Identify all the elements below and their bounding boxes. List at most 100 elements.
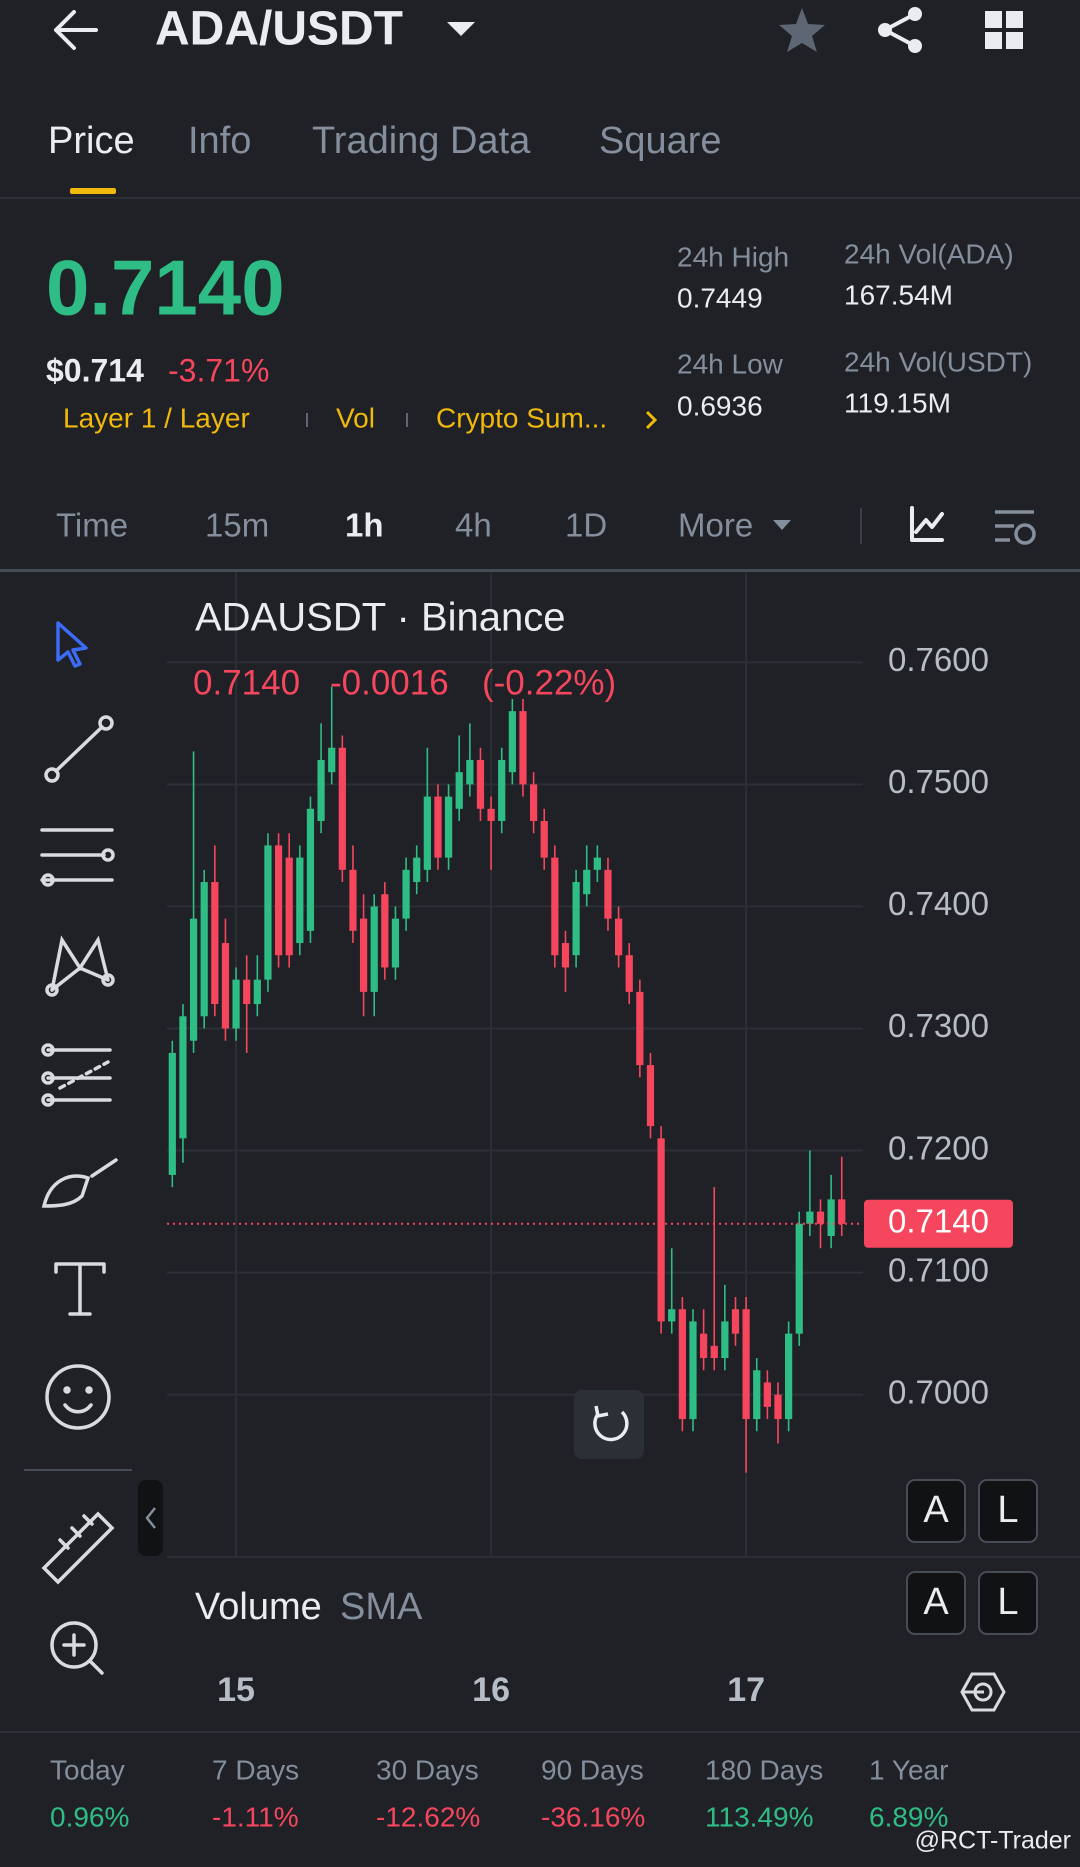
tag-separator <box>406 413 408 427</box>
candle-body <box>444 796 453 858</box>
legend-percent: (-0.22%) <box>482 663 616 702</box>
axis-button[interactable] <box>978 1571 1038 1635</box>
tags-chevron[interactable] <box>645 410 658 430</box>
candle-body <box>221 943 230 1029</box>
period-label: 7 Days <box>212 1754 299 1785</box>
toolbar-separator <box>24 1469 132 1471</box>
watermark: @RCT-Trader <box>915 1827 1071 1855</box>
stat-value: 119.15M <box>844 387 951 418</box>
tab-active[interactable]: Price <box>48 120 135 162</box>
plot-area: 0.7600 0.7500 0.7400 0.7300 0.7200 0.7100 0.70… <box>167 572 1080 1709</box>
candle-body <box>838 1199 846 1224</box>
period-change: 6.89% <box>869 1801 948 1832</box>
stat-value: 0.7449 <box>677 282 763 313</box>
divider <box>0 569 1080 572</box>
interval-more[interactable]: More <box>678 507 753 544</box>
performance-row: Today 0.96% 7 Days -1.11% 30 Days -12.62% 90 D… <box>50 1754 948 1832</box>
interval[interactable]: Time <box>56 507 128 544</box>
candle-body <box>498 759 506 821</box>
tool-pattern[interactable] <box>45 935 115 997</box>
x-tick-label: 15 <box>217 1671 255 1709</box>
stat-label: 24h Low <box>677 348 784 379</box>
more-dropdown[interactable] <box>773 520 791 530</box>
stat-label: 24h High <box>677 241 789 272</box>
candle-body <box>487 808 495 821</box>
candle-body <box>827 1199 835 1236</box>
chart-settings-icon[interactable] <box>995 510 1036 545</box>
tag-separator <box>306 413 308 427</box>
candle-body <box>179 1016 187 1139</box>
y-tick-label: 0.7300 <box>888 1007 989 1044</box>
stat-label: 24h Vol(USDT) <box>844 346 1032 377</box>
tool-text[interactable] <box>54 1262 106 1316</box>
stat-label: 24h Vol(ADA) <box>844 238 1014 269</box>
candle-body <box>168 1052 176 1175</box>
interval[interactable]: 15m <box>205 507 269 544</box>
tool-line[interactable] <box>44 715 114 783</box>
candle-body <box>264 845 272 980</box>
stat-value: 167.54M <box>844 279 953 310</box>
candle-body <box>657 1138 665 1322</box>
candle-body <box>742 1309 750 1420</box>
candle-body <box>306 808 315 931</box>
reset-button[interactable] <box>574 1390 644 1459</box>
candle-body <box>296 857 304 944</box>
tab[interactable]: Info <box>188 120 251 162</box>
tool-fib[interactable] <box>41 1043 112 1107</box>
candle-body <box>402 869 410 919</box>
indicator-icon[interactable] <box>910 506 944 542</box>
tab[interactable]: Trading Data <box>312 120 531 162</box>
tab-indicator <box>70 188 116 194</box>
back-button[interactable] <box>54 10 98 50</box>
legend-last: 0.7140 <box>193 663 300 702</box>
interval[interactable]: 4h <box>455 507 492 544</box>
axis-button[interactable] <box>906 1571 966 1635</box>
pair-title[interactable]: ADA/USDT <box>155 3 403 56</box>
candle-body <box>561 943 570 968</box>
tab[interactable]: Square <box>599 120 722 162</box>
price-change: -3.71% <box>168 352 269 388</box>
axis-button[interactable] <box>906 1479 966 1543</box>
y-tick-label: 0.7500 <box>888 763 989 800</box>
y-tick-label: 0.7400 <box>888 885 989 922</box>
tool-cursor[interactable] <box>56 621 88 668</box>
tool-hlines[interactable] <box>40 828 115 887</box>
candle-body <box>434 796 442 858</box>
x-tick-label: 17 <box>727 1671 765 1709</box>
interval[interactable]: 1D <box>565 507 607 544</box>
tag[interactable]: Layer 1 / Layer <box>63 402 250 433</box>
toolbar-collapse[interactable] <box>138 1480 163 1556</box>
candle-body <box>243 979 251 1005</box>
candle-body <box>604 869 612 919</box>
tool-zoom[interactable] <box>50 1621 104 1675</box>
y-tick-label: 0.7200 <box>888 1129 989 1166</box>
candle-body <box>710 1345 718 1359</box>
chart-title: ADAUSDT · Binance <box>195 596 566 640</box>
tool-emoji[interactable] <box>45 1364 111 1430</box>
candle-body <box>359 918 368 992</box>
tag[interactable]: Crypto Sum... <box>436 402 607 433</box>
candle-body <box>508 711 516 773</box>
candle-body <box>317 759 325 821</box>
settings-icon[interactable] <box>960 1672 1006 1712</box>
candle-body <box>668 1309 676 1322</box>
tool-ruler[interactable] <box>41 1511 115 1585</box>
tool-brush[interactable] <box>41 1158 118 1208</box>
grid-icon[interactable] <box>985 11 1023 49</box>
pair-dropdown[interactable] <box>447 22 475 36</box>
axis-button[interactable] <box>978 1479 1038 1543</box>
axis-button-label: L <box>997 1581 1018 1623</box>
period-label: Today <box>50 1754 125 1785</box>
x-tick-label: 16 <box>472 1671 510 1709</box>
tag[interactable]: Vol <box>336 402 375 433</box>
favorite-star[interactable] <box>779 8 825 52</box>
candle-body <box>551 857 559 956</box>
candle-body <box>572 882 580 956</box>
share-icon[interactable] <box>878 7 922 53</box>
candle-body <box>816 1211 825 1224</box>
candle-body <box>232 979 240 1029</box>
volume-sma: SMA <box>340 1586 423 1628</box>
candle-body <box>423 796 431 870</box>
interval-active[interactable]: 1h <box>345 507 384 544</box>
